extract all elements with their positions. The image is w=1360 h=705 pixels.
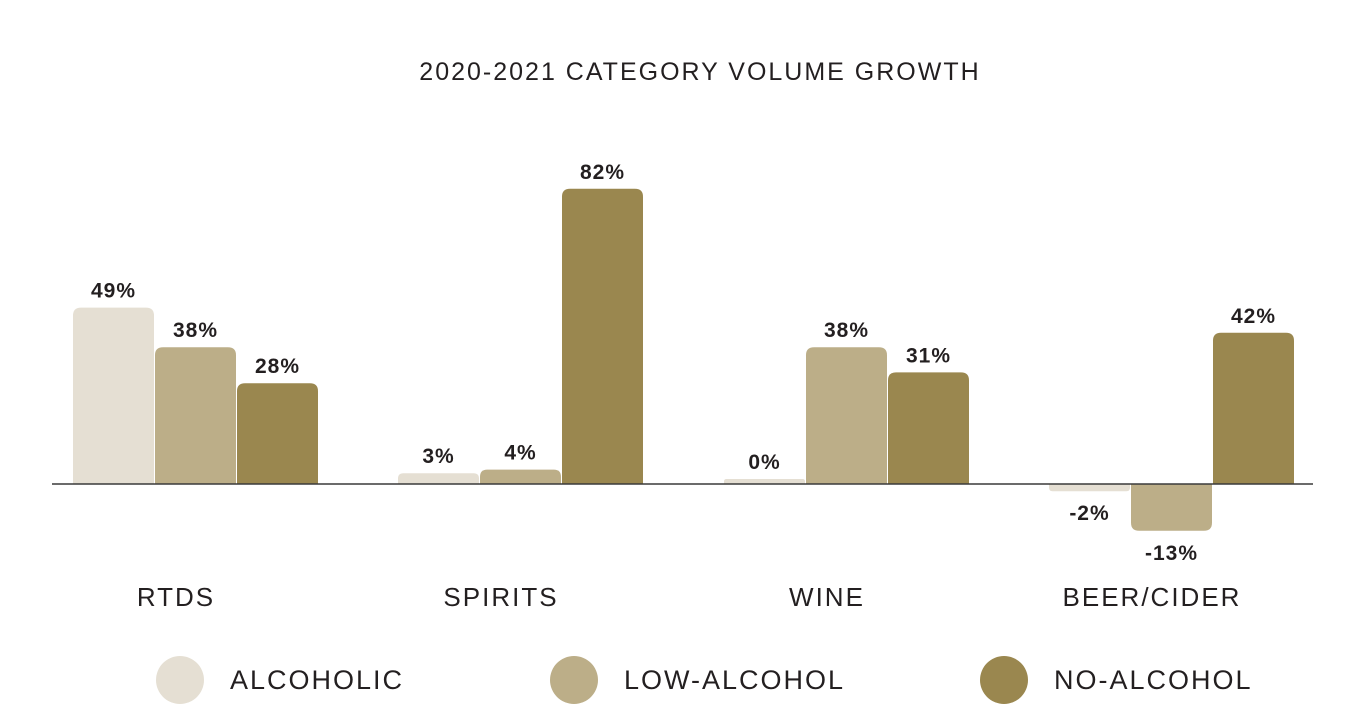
bar-beer-cider-low-alcohol (1131, 484, 1212, 531)
category-label-beer-cider: BEER/CIDER (1063, 582, 1242, 612)
legend-swatch-alcoholic (156, 656, 204, 704)
data-label-rtds-no-alcohol: 28% (255, 355, 300, 378)
data-label-rtds-low-alcohol: 38% (173, 319, 218, 342)
category-labels-group: RTDS SPIRITS WINE BEER/CIDER (137, 582, 1242, 612)
legend-label-no-alcohol: NO-ALCOHOL (1054, 665, 1253, 695)
legend-label-low-alcohol: LOW-ALCOHOL (624, 665, 846, 695)
bar-wine-no-alcohol (888, 372, 969, 484)
bar-spirits-alcoholic (398, 473, 479, 484)
legend: ALCOHOLIC LOW-ALCOHOL NO-ALCOHOL (0, 655, 1360, 705)
data-label-wine-no-alcohol: 31% (906, 344, 951, 367)
data-label-beer-cider-no-alcohol: 42% (1231, 305, 1276, 328)
bar-rtds-alcoholic (73, 307, 154, 484)
legend-swatch-no-alcohol (980, 656, 1028, 704)
data-label-wine-alcoholic: 0% (748, 451, 780, 474)
legend-swatch-low-alcohol (550, 656, 598, 704)
bar-spirits-no-alcohol (562, 188, 643, 485)
data-label-spirits-no-alcohol: 82% (580, 161, 625, 184)
data-label-beer-cider-low-alcohol: -13% (1145, 542, 1198, 565)
legend-item-alcoholic: ALCOHOLIC (156, 655, 404, 705)
bar-beer-cider-alcoholic (1049, 484, 1130, 492)
chart-title: 2020-2021 CATEGORY VOLUME GROWTH (419, 58, 981, 86)
category-label-rtds: RTDS (137, 582, 215, 612)
category-label-wine: WINE (789, 582, 865, 612)
bars-group (73, 188, 1294, 531)
bar-rtds-no-alcohol (237, 383, 318, 484)
legend-label-alcoholic: ALCOHOLIC (230, 665, 405, 695)
bar-spirits-low-alcohol (480, 469, 561, 484)
data-label-wine-low-alcohol: 38% (824, 319, 869, 342)
bar-wine-alcoholic (724, 479, 805, 484)
bar-wine-low-alcohol (806, 347, 887, 484)
data-labels-group: 49% 38% 28% 3% 4% 82% 0% 38% 31% -2% -13% 42% (91, 161, 1276, 565)
data-label-rtds-alcoholic: 49% (91, 280, 136, 303)
legend-item-low-alcohol: LOW-ALCOHOL (550, 655, 845, 705)
data-label-beer-cider-alcoholic: -2% (1069, 502, 1109, 525)
bar-rtds-low-alcohol (155, 347, 236, 484)
data-label-spirits-alcoholic: 3% (422, 445, 454, 468)
data-label-spirits-low-alcohol: 4% (504, 442, 536, 465)
legend-item-no-alcohol: NO-ALCOHOL (980, 655, 1253, 705)
bar-beer-cider-no-alcohol (1213, 332, 1294, 484)
category-label-spirits: SPIRITS (443, 582, 558, 612)
